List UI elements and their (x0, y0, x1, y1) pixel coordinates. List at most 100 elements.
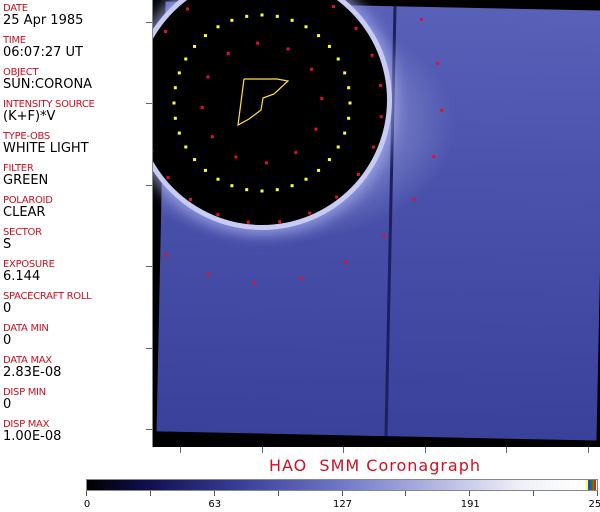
field-label: EXPOSURE (3, 259, 55, 270)
axis-tick (146, 103, 152, 104)
info-field-object: OBJECT SUN:CORONA (3, 67, 92, 92)
info-panel: DATE 25 Apr 1985 TIME 06:07:27 UT OBJECT SUN:… (0, 0, 153, 447)
grid-point (290, 18, 294, 22)
grid-point (226, 51, 230, 55)
info-field-type-obs: TYPE-OBS WHITE LIGHT (3, 131, 89, 156)
occulting-disk (153, 0, 387, 225)
grid-point (260, 189, 264, 193)
colorbar-tick-label: 255 (588, 499, 600, 510)
grid-point (432, 155, 436, 159)
axis-tick (146, 185, 152, 186)
field-label: INTENSITY SOURCE (3, 99, 95, 110)
grid-point (234, 155, 238, 159)
grid-point (354, 26, 358, 30)
field-label: DATA MAX (3, 355, 52, 366)
grid-point (210, 135, 214, 139)
field-label: SECTOR (3, 227, 42, 238)
colorbar-tick-label: 63 (208, 499, 222, 510)
grid-point (379, 115, 383, 119)
grid-point (343, 71, 347, 75)
field-value: GREEN (3, 173, 49, 188)
field-value: 6.144 (3, 269, 41, 284)
grid-point (419, 17, 423, 21)
grid-point (253, 281, 257, 285)
info-field-spacecraft-roll: SPACECRAFT ROLL 0 (3, 291, 92, 316)
axis-tick (425, 447, 426, 453)
info-field-polaroid: POLAROID CLEAR (3, 195, 53, 220)
colorbar (86, 479, 598, 491)
info-field-disp-min: DISP MIN 0 (3, 387, 46, 412)
grid-point (189, 197, 193, 201)
grid-point (275, 14, 279, 18)
grid-point (347, 86, 351, 90)
grid-point (177, 131, 181, 135)
field-label: DISP MAX (3, 419, 50, 430)
grid-point (304, 177, 308, 181)
grid-point (166, 176, 170, 180)
grid-point (164, 30, 168, 34)
grid-point (278, 220, 282, 224)
colorbar-tick (149, 491, 151, 496)
colorbar-tick (469, 491, 471, 496)
grid-point (216, 177, 220, 181)
field-value: 06:07:27 UT (3, 45, 83, 60)
grid-point (275, 188, 279, 192)
grid-point (184, 57, 188, 61)
info-field-time: TIME 06:07:27 UT (3, 35, 83, 60)
grid-point (317, 34, 321, 38)
axis-tick (180, 447, 181, 453)
colorbar-special-colors (586, 480, 596, 490)
grid-point (327, 158, 331, 162)
field-label: DATA MIN (3, 323, 49, 334)
field-value: S (3, 237, 12, 252)
info-field-data-min: DATA MIN 0 (3, 323, 49, 348)
grid-point (336, 145, 340, 149)
grid-point (172, 101, 176, 105)
grid-point (245, 188, 249, 192)
grid-point (436, 62, 440, 66)
field-label: TYPE-OBS (3, 131, 50, 142)
grid-point (173, 116, 177, 120)
info-field-sector: SECTOR S (3, 227, 42, 252)
grid-point (216, 25, 220, 29)
grid-point (177, 71, 181, 75)
field-value: 1.00E-08 (3, 429, 62, 444)
field-label: OBJECT (3, 67, 39, 78)
info-field-data-max: DATA MAX 2.83E-08 (3, 355, 61, 380)
field-value: 25 Apr 1985 (3, 13, 84, 28)
field-value: CLEAR (3, 205, 46, 220)
grid-point (185, 7, 189, 11)
grid-point (310, 67, 314, 71)
grid-point (304, 25, 308, 29)
grid-point (327, 44, 331, 48)
info-field-exposure: EXPOSURE 6.144 (3, 259, 55, 284)
field-value: WHITE LIGHT (3, 141, 89, 156)
colorbar-tick-label: 191 (460, 499, 480, 510)
field-value: 0 (3, 397, 12, 412)
region-outline (237, 78, 290, 127)
grid-point (335, 195, 339, 199)
grid-point (184, 145, 188, 149)
colorbar-tick (213, 491, 215, 496)
grid-point (290, 184, 294, 188)
grid-point (203, 168, 207, 172)
grid-point (336, 57, 340, 61)
field-value: 0 (3, 333, 12, 348)
grid-point (343, 131, 347, 135)
grid-point (173, 86, 177, 90)
colorbar-tick (341, 491, 343, 496)
axis-tick (262, 447, 263, 453)
field-label: DISP MIN (3, 387, 46, 398)
grid-point (440, 108, 444, 112)
grid-point (317, 168, 321, 172)
field-label: SPACECRAFT ROLL (3, 291, 92, 302)
colorbar-tick (86, 491, 87, 496)
grid-point (320, 97, 324, 101)
grid-point (260, 13, 264, 17)
grid-point (412, 197, 416, 201)
colorbar-tick-label: 127 (332, 499, 353, 510)
grid-point (230, 18, 234, 22)
grid-point (314, 127, 318, 131)
grid-point (216, 213, 220, 217)
axis-tick (506, 447, 507, 453)
